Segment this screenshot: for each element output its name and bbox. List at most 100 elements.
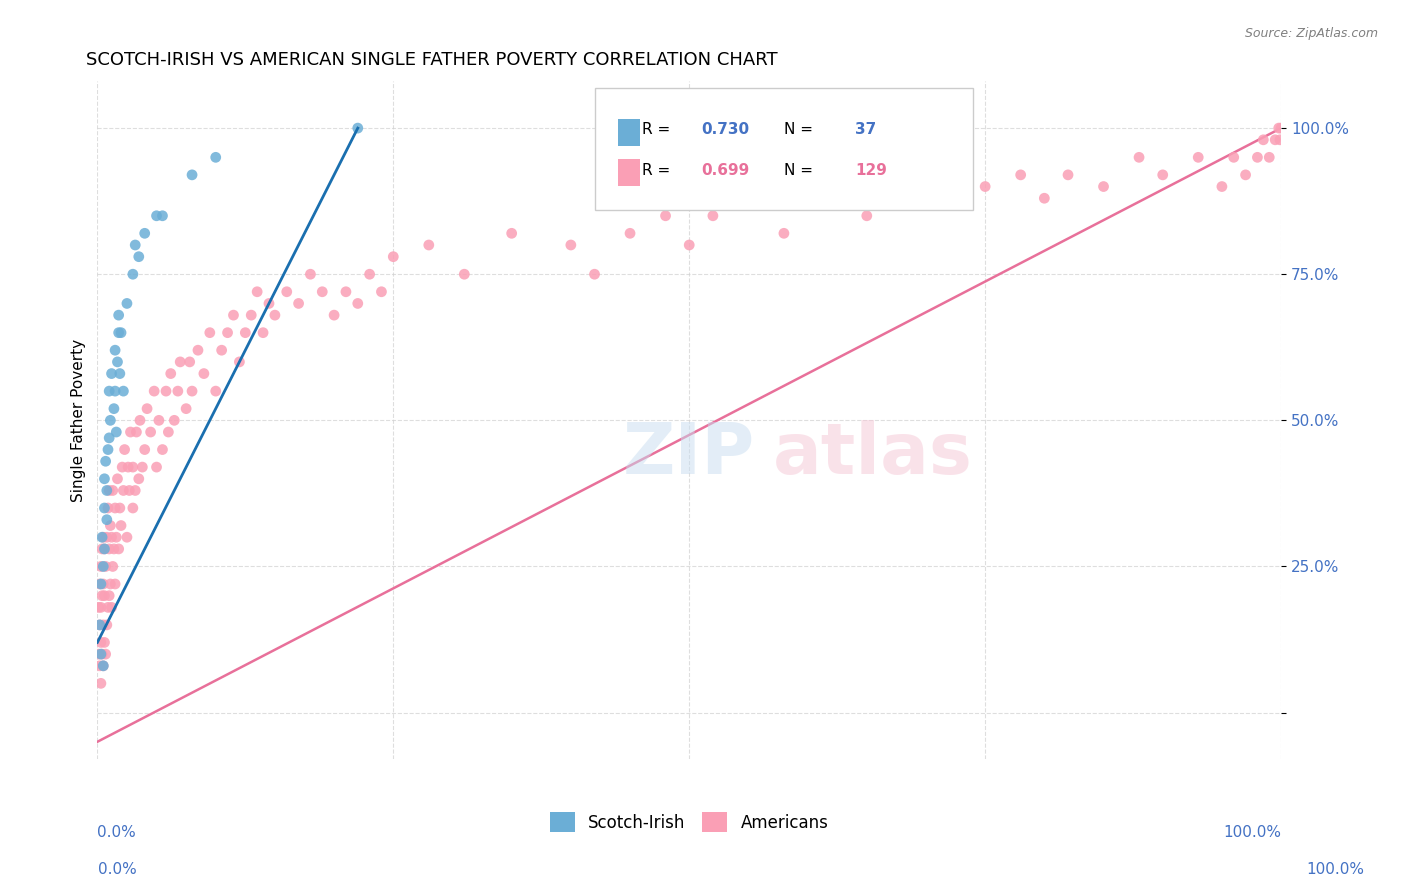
- Point: [110, 518, 132, 533]
- Point: [93, 472, 115, 486]
- Point: [98, 589, 121, 603]
- Point: [179, 355, 201, 369]
- Point: [181, 384, 204, 398]
- Text: SCOTCH-IRISH VS AMERICAN SINGLE FATHER POVERTY CORRELATION CHART: SCOTCH-IRISH VS AMERICAN SINGLE FATHER P…: [86, 51, 778, 69]
- Point: [118, 483, 141, 498]
- FancyBboxPatch shape: [595, 88, 973, 211]
- Text: 0.730: 0.730: [702, 122, 749, 137]
- Point: [418, 238, 440, 252]
- Point: [152, 209, 174, 223]
- Point: [1234, 168, 1257, 182]
- Point: [98, 384, 121, 398]
- Point: [143, 384, 166, 398]
- Point: [91, 658, 114, 673]
- Legend: Scotch-Irish, Americans: Scotch-Irish, Americans: [543, 805, 835, 839]
- Point: [120, 425, 142, 439]
- Text: N =: N =: [785, 162, 818, 178]
- Point: [169, 355, 191, 369]
- Point: [240, 308, 263, 322]
- Point: [91, 541, 114, 556]
- Point: [90, 676, 112, 690]
- Point: [311, 285, 333, 299]
- Point: [453, 267, 475, 281]
- Point: [1187, 150, 1209, 164]
- Point: [90, 600, 112, 615]
- Text: 0.699: 0.699: [702, 162, 749, 178]
- Point: [93, 501, 115, 516]
- Point: [91, 589, 114, 603]
- Point: [111, 460, 134, 475]
- Point: [276, 285, 298, 299]
- Point: [91, 618, 114, 632]
- Point: [131, 460, 153, 475]
- Point: [96, 513, 118, 527]
- Point: [124, 483, 146, 498]
- Point: [855, 209, 877, 223]
- Point: [1267, 121, 1289, 136]
- Point: [121, 267, 143, 281]
- Point: [100, 530, 122, 544]
- Text: ZIP: ZIP: [623, 420, 755, 489]
- Point: [1253, 133, 1275, 147]
- Point: [166, 384, 188, 398]
- Point: [163, 413, 186, 427]
- Point: [94, 647, 117, 661]
- Point: [252, 326, 274, 340]
- Point: [1268, 133, 1291, 147]
- Point: [187, 343, 209, 358]
- Point: [211, 343, 233, 358]
- Point: [89, 618, 111, 632]
- Text: Source: ZipAtlas.com: Source: ZipAtlas.com: [1244, 27, 1378, 40]
- Point: [108, 367, 131, 381]
- Point: [107, 355, 129, 369]
- Point: [359, 267, 381, 281]
- Point: [115, 530, 138, 544]
- Point: [287, 296, 309, 310]
- Point: [94, 559, 117, 574]
- Point: [501, 227, 523, 241]
- Point: [702, 209, 724, 223]
- Point: [90, 635, 112, 649]
- Point: [938, 191, 960, 205]
- Point: [264, 308, 287, 322]
- Point: [233, 326, 256, 340]
- Point: [382, 250, 405, 264]
- Point: [93, 589, 115, 603]
- Point: [96, 530, 118, 544]
- Point: [1211, 179, 1233, 194]
- Point: [100, 518, 122, 533]
- Point: [1010, 168, 1032, 182]
- Point: [97, 501, 120, 516]
- Point: [1057, 168, 1080, 182]
- Point: [105, 425, 128, 439]
- Point: [101, 483, 124, 498]
- Point: [1270, 121, 1292, 136]
- Text: N =: N =: [785, 122, 818, 137]
- Point: [128, 472, 150, 486]
- Point: [96, 483, 118, 498]
- Point: [737, 191, 759, 205]
- Point: [91, 577, 114, 591]
- Point: [217, 326, 239, 340]
- Point: [107, 541, 129, 556]
- Point: [90, 577, 112, 591]
- Point: [91, 559, 114, 574]
- Point: [125, 425, 148, 439]
- Point: [1033, 191, 1056, 205]
- Point: [104, 343, 127, 358]
- FancyBboxPatch shape: [619, 160, 640, 186]
- Point: [93, 635, 115, 649]
- Point: [157, 425, 180, 439]
- Point: [89, 618, 111, 632]
- Point: [915, 179, 938, 194]
- Point: [117, 460, 139, 475]
- Point: [87, 600, 110, 615]
- Point: [103, 401, 125, 416]
- Point: [773, 227, 796, 241]
- Point: [246, 285, 269, 299]
- Point: [619, 227, 641, 241]
- Point: [181, 168, 204, 182]
- Point: [1128, 150, 1150, 164]
- Point: [1246, 150, 1268, 164]
- Point: [678, 238, 700, 252]
